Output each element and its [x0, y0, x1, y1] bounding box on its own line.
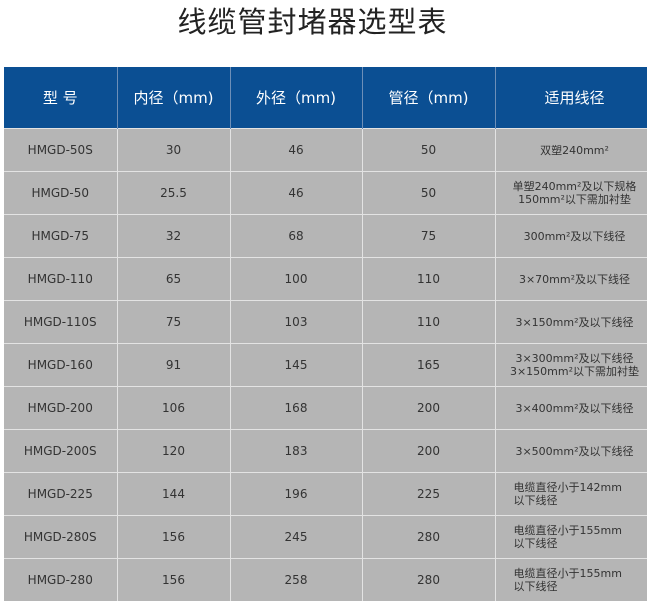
cell-cable-spec: 3×150mm²及以下线径 — [495, 300, 647, 344]
header-model: 型 号 — [4, 67, 118, 129]
cell-model: HMGD-200S — [4, 429, 118, 473]
header-pipe-diameter: 管径（mm) — [362, 67, 496, 129]
cell-cable-spec: 电缆直径小于155mm 以下线径 — [495, 558, 647, 601]
cell-cable-spec: 3×500mm²及以下线径 — [495, 429, 647, 473]
cell-inner-diameter: 156 — [117, 515, 231, 559]
cell-outer-diameter: 145 — [230, 343, 363, 387]
cable-spec-line: 电缆直径小于155mm — [513, 524, 622, 537]
cell-pipe-diameter: 110 — [362, 300, 496, 344]
cell-inner-diameter: 156 — [117, 558, 231, 601]
cell-model: HMGD-110 — [4, 257, 118, 301]
cell-inner-diameter: 75 — [117, 300, 231, 344]
cell-outer-diameter: 168 — [230, 386, 363, 430]
table-row: HMGD-50S 30 46 50 双塑240mm² — [4, 128, 647, 172]
table-row: HMGD-200S 120 183 200 3×500mm²及以下线径 — [4, 429, 647, 473]
table-row: HMGD-160 91 145 165 3×300mm²及以下线径 3×150mm²以下需… — [4, 343, 647, 387]
table-row: HMGD-225 144 196 225 电缆直径小于142mm 以下线径 — [4, 472, 647, 516]
cell-pipe-diameter: 50 — [362, 171, 496, 215]
cell-cable-spec: 单塑240mm²及以下规格 150mm²以下需加衬垫 — [495, 171, 647, 215]
cell-pipe-diameter: 225 — [362, 472, 496, 516]
cell-pipe-diameter: 165 — [362, 343, 496, 387]
cell-model: HMGD-225 — [4, 472, 118, 516]
cell-model: HMGD-110S — [4, 300, 118, 344]
cell-cable-spec: 3×400mm²及以下线径 — [495, 386, 647, 430]
cell-outer-diameter: 196 — [230, 472, 363, 516]
cable-spec-line: 单塑240mm²及以下规格 — [512, 180, 637, 193]
cell-model: HMGD-160 — [4, 343, 118, 387]
cell-outer-diameter: 46 — [230, 171, 363, 215]
cell-pipe-diameter: 110 — [362, 257, 496, 301]
header-inner-diameter: 内径（mm) — [117, 67, 231, 129]
cell-outer-diameter: 103 — [230, 300, 363, 344]
cell-outer-diameter: 183 — [230, 429, 363, 473]
cell-cable-spec: 电缆直径小于155mm 以下线径 — [495, 515, 647, 559]
cable-spec-line: 以下线径 — [513, 537, 558, 550]
cell-inner-diameter: 120 — [117, 429, 231, 473]
cell-pipe-diameter: 280 — [362, 515, 496, 559]
cell-inner-diameter: 106 — [117, 386, 231, 430]
cell-pipe-diameter: 280 — [362, 558, 496, 601]
cable-spec-line: 3×150mm²以下需加衬垫 — [509, 365, 640, 378]
cell-cable-spec: 电缆直径小于142mm 以下线径 — [495, 472, 647, 516]
cell-outer-diameter: 258 — [230, 558, 363, 601]
selection-table: 型 号 内径（mm) 外径（mm) 管径（mm) 适用线径 HMGD-50S 30… — [4, 67, 647, 601]
table-header-row: 型 号 内径（mm) 外径（mm) 管径（mm) 适用线径 — [4, 67, 647, 129]
cell-cable-spec: 双塑240mm² — [495, 128, 647, 172]
cable-spec-line: 电缆直径小于155mm — [513, 567, 622, 580]
cell-model: HMGD-75 — [4, 214, 118, 258]
cell-pipe-diameter: 200 — [362, 429, 496, 473]
cable-spec-line: 3×150mm²及以下线径 — [515, 315, 634, 329]
cable-spec-line: 300mm²及以下线径 — [523, 229, 626, 243]
cell-outer-diameter: 46 — [230, 128, 363, 172]
cell-cable-spec: 3×70mm²及以下线径 — [495, 257, 647, 301]
header-outer-diameter: 外径（mm) — [230, 67, 363, 129]
cell-inner-diameter: 91 — [117, 343, 231, 387]
cell-model: HMGD-280 — [4, 558, 118, 601]
cell-outer-diameter: 68 — [230, 214, 363, 258]
cell-inner-diameter: 65 — [117, 257, 231, 301]
table-row: HMGD-110 65 100 110 3×70mm²及以下线径 — [4, 257, 647, 301]
cable-spec-line: 3×500mm²及以下线径 — [515, 444, 634, 458]
cable-spec-line: 以下线径 — [513, 494, 558, 507]
cell-outer-diameter: 100 — [230, 257, 363, 301]
cable-spec-line: 3×300mm²及以下线径 — [515, 352, 634, 365]
cable-spec-line: 电缆直径小于142mm — [513, 481, 622, 494]
cable-spec-line: 以下线径 — [513, 580, 558, 593]
cell-model: HMGD-280S — [4, 515, 118, 559]
cable-spec-line: 150mm²以下需加衬垫 — [518, 193, 631, 206]
table-row: HMGD-50 25.5 46 50 单塑240mm²及以下规格 150mm²以下需加衬垫 — [4, 171, 647, 215]
table-row: HMGD-280 156 258 280 电缆直径小于155mm 以下线径 — [4, 558, 647, 601]
cable-spec-line: 3×400mm²及以下线径 — [515, 401, 634, 415]
cable-spec-line: 双塑240mm² — [540, 143, 609, 157]
cell-model: HMGD-50 — [4, 171, 118, 215]
cell-cable-spec: 300mm²及以下线径 — [495, 214, 647, 258]
cell-pipe-diameter: 200 — [362, 386, 496, 430]
table-row: HMGD-75 32 68 75 300mm²及以下线径 — [4, 214, 647, 258]
cell-pipe-diameter: 75 — [362, 214, 496, 258]
cell-pipe-diameter: 50 — [362, 128, 496, 172]
table-row: HMGD-110S 75 103 110 3×150mm²及以下线径 — [4, 300, 647, 344]
cell-outer-diameter: 245 — [230, 515, 363, 559]
cell-cable-spec: 3×300mm²及以下线径 3×150mm²以下需加衬垫 — [495, 343, 647, 387]
cell-model: HMGD-50S — [4, 128, 118, 172]
cell-inner-diameter: 30 — [117, 128, 231, 172]
table-row: HMGD-200 106 168 200 3×400mm²及以下线径 — [4, 386, 647, 430]
cell-inner-diameter: 144 — [117, 472, 231, 516]
header-cable-spec: 适用线径 — [495, 67, 647, 129]
cell-inner-diameter: 32 — [117, 214, 231, 258]
cable-spec-line: 3×70mm²及以下线径 — [518, 272, 631, 286]
cell-inner-diameter: 25.5 — [117, 171, 231, 215]
page-title: 线缆管封堵器选型表 — [177, 5, 448, 39]
table-row: HMGD-280S 156 245 280 电缆直径小于155mm 以下线径 — [4, 515, 647, 559]
cell-model: HMGD-200 — [4, 386, 118, 430]
